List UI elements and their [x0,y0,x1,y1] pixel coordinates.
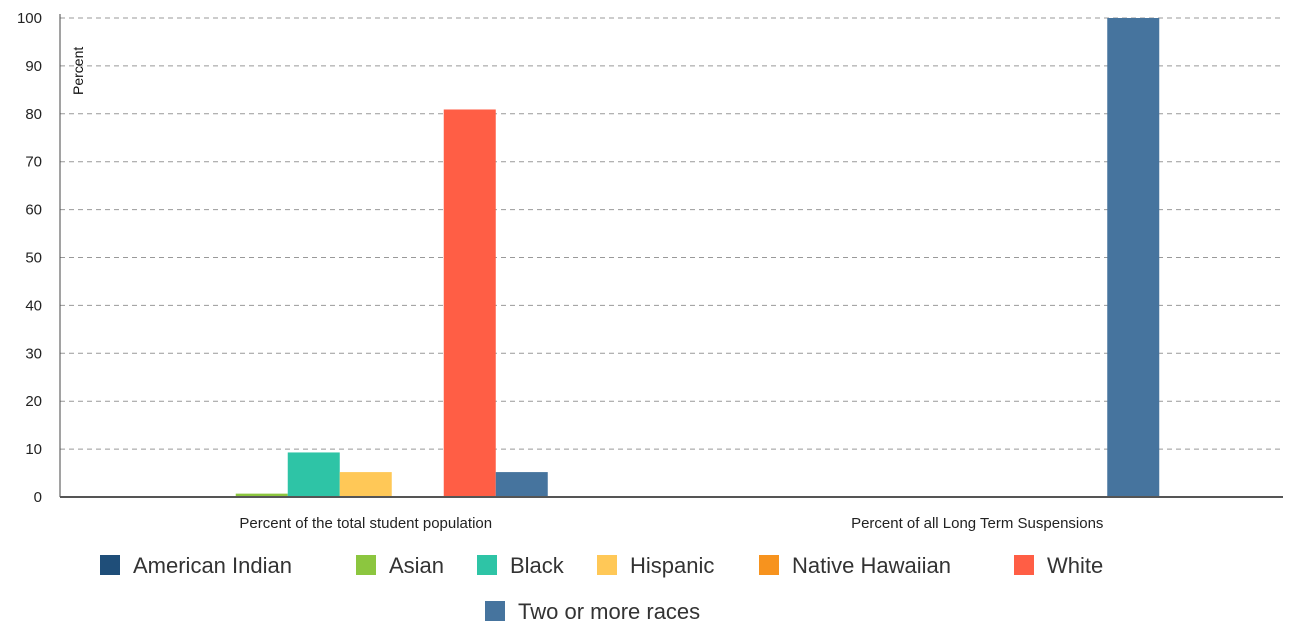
legend-item: White [1014,553,1103,578]
y-tick-label: 70 [25,154,42,171]
legend-item: American Indian [100,553,292,578]
x-category-label: Percent of all Long Term Suspensions [851,515,1103,532]
legend-label: White [1047,553,1103,578]
grid-lines [60,17,1283,450]
y-axis-label: Percent [70,47,86,95]
y-tick-label: 0 [34,489,42,506]
legend-label: Black [510,553,565,578]
y-tick-label: 30 [25,345,42,362]
legend-swatch [485,601,505,621]
legend-swatch [100,555,120,575]
bar-white [443,109,496,497]
bar-two-or-more-races [1107,18,1160,497]
legend-label: Native Hawaiian [792,553,951,578]
bar-black [287,452,340,497]
y-tick-label: 90 [25,58,42,75]
bar-two-or-more-races [495,472,548,497]
legend-swatch [356,555,376,575]
y-tick-label: 20 [25,393,42,410]
x-category-label: Percent of the total student population [239,515,492,532]
y-tick-label: 60 [25,202,42,219]
legend-item: Black [477,553,565,578]
legend-swatch [759,555,779,575]
y-tick-label: 10 [25,441,42,458]
y-tick-label: 50 [25,250,42,267]
legend-item: Asian [356,553,444,578]
legend-item: Two or more races [485,599,700,624]
bar-asian [235,493,288,497]
bars [235,18,1160,497]
legend-swatch [1014,555,1034,575]
axes: 0 10 20 30 40 50 60 70 80 90 100 Percent of the tot… [17,10,1283,532]
y-tick-label: 80 [25,106,42,123]
y-tick-label: 100 [17,10,42,27]
legend-label: American Indian [133,553,292,578]
legend-label: Hispanic [630,553,714,578]
y-tick-label: 40 [25,297,42,314]
legend-swatch [477,555,497,575]
legend-swatch [597,555,617,575]
legend-label: Two or more races [518,599,700,624]
legend-item: Native Hawaiian [759,553,951,578]
legend-item: Hispanic [597,553,714,578]
legend: American Indian Asian Black Hispanic Native … [100,553,1103,624]
bar-hispanic [339,472,392,497]
legend-label: Asian [389,553,444,578]
